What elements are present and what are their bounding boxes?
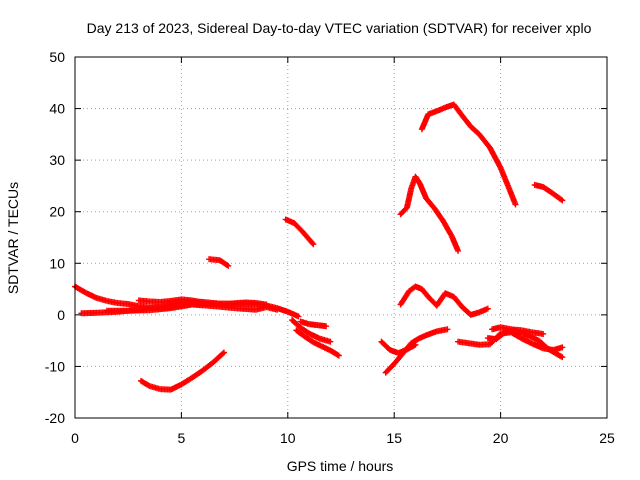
y-tick-label: 20 [49, 204, 65, 220]
data-points [72, 101, 566, 393]
y-tick-label: 30 [49, 152, 65, 168]
series-trace [398, 174, 461, 253]
series-trace [105, 301, 279, 314]
series-track-6 [206, 256, 232, 269]
y-tick-label: 0 [57, 307, 65, 323]
series-track-9 [293, 327, 342, 359]
series-trace [284, 217, 316, 247]
x-tick-label: 20 [493, 430, 509, 446]
y-tick-label: 50 [49, 49, 65, 65]
series-trace [290, 317, 332, 345]
series-trace [490, 324, 545, 337]
series-trace [533, 182, 565, 203]
series-track-5 [137, 349, 227, 393]
y-tick-label: -10 [45, 358, 65, 374]
series-track-3 [103, 301, 281, 314]
series-trace [207, 256, 230, 269]
series-track-12 [382, 326, 451, 376]
x-tick-labels: 0 5 10 15 20 25 [71, 430, 615, 446]
series-trace [419, 101, 518, 207]
series-track-13 [397, 173, 462, 254]
series-track-10 [297, 318, 330, 330]
series-track-19 [531, 181, 566, 204]
x-tick-label: 10 [280, 430, 296, 446]
series-track-15 [418, 101, 519, 208]
series-track-8 [289, 317, 334, 345]
x-tick-label: 15 [386, 430, 402, 446]
y-tick-label: 40 [49, 101, 65, 117]
y-tick-label: 10 [49, 255, 65, 271]
series-trace [137, 296, 205, 306]
x-tick-label: 25 [599, 430, 615, 446]
series-track-14 [397, 283, 491, 318]
gridlines [75, 57, 607, 418]
x-tick-label: 5 [178, 430, 186, 446]
series-trace [294, 328, 341, 358]
series-trace [139, 350, 226, 393]
series-track-7 [282, 216, 317, 248]
axis-ticks [74, 56, 608, 419]
x-tick-label: 0 [71, 430, 79, 446]
series-track-4 [135, 296, 206, 306]
x-axis-label: GPS time / hours [287, 458, 394, 474]
y-axis-label: SDTVAR / TECUs [5, 182, 21, 294]
plot-frame [74, 56, 608, 419]
series-trace [383, 326, 449, 375]
chart-title: Day 213 of 2023, Sidereal Day-to-day VTE… [87, 20, 592, 36]
series-trace [398, 284, 490, 318]
series-track-18 [489, 324, 547, 337]
y-tick-labels: -20 -10 0 10 20 30 40 50 [45, 49, 65, 426]
series-trace [298, 318, 328, 330]
y-tick-label: -20 [45, 410, 65, 426]
